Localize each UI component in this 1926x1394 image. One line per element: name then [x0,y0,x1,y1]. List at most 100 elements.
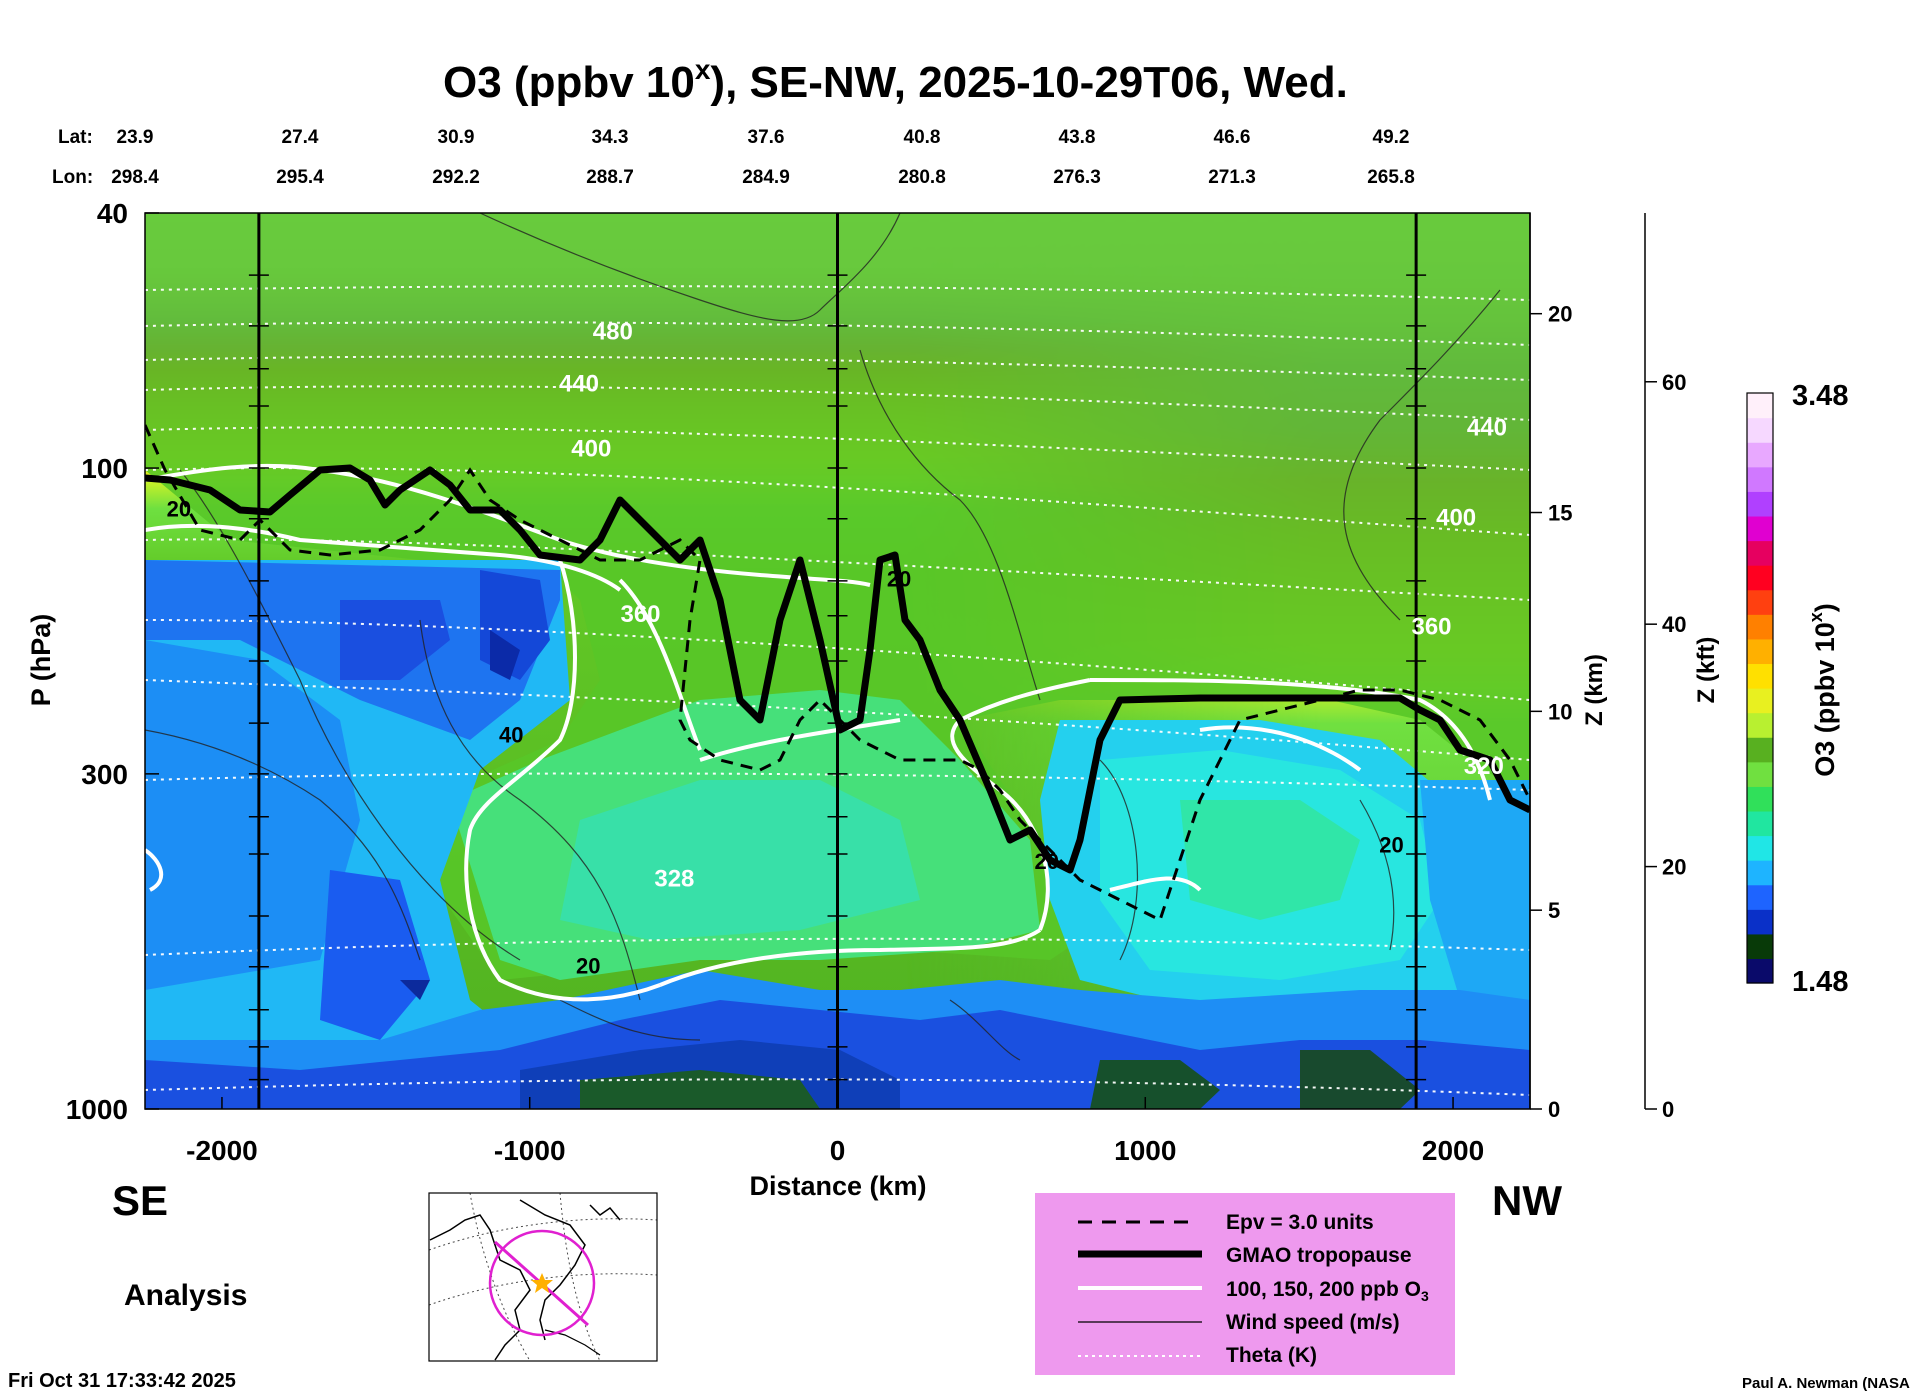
lon-value: 280.8 [898,167,946,188]
legend-wind: Wind speed (m/s) [1226,1311,1400,1334]
colorbar-swatch [1747,417,1773,443]
ozone-contours [145,463,1492,1002]
colorbar-min: 1.48 [1792,966,1848,998]
lon-value: 288.7 [586,167,634,188]
timestamp: Fri Oct 31 17:33:42 2025 [8,1370,236,1392]
z-kft-label: Z (kft) [1693,637,1720,704]
colorbar-swatch [1747,540,1773,566]
colorbar-swatch [1747,466,1773,492]
lat-value: 40.8 [904,127,941,148]
z-kft-tick-label: 20 [1662,855,1686,880]
wind-label: 20 [576,954,600,979]
wind-label: 20 [1035,849,1059,874]
z-km-axis: 20 15 10 5 0 [1530,302,1572,1122]
vertical-reference-lines [248,213,1427,1109]
colorbar-swatch [1747,737,1773,763]
y-tick-label: 300 [81,759,128,790]
z-km-tick-label: 15 [1548,501,1572,526]
z-kft-tick-label: 40 [1662,612,1686,637]
z-km-tick-label: 5 [1548,898,1560,923]
colorbar-swatch [1747,688,1773,714]
colorbar-swatch [1747,958,1773,984]
lat-value: 46.6 [1214,127,1251,148]
credit: Paul A. Newman (NASA [1742,1375,1910,1392]
ozone-field: 480 440 400 360 328 440 400 360 320 20 40 20 20 20 20 [145,213,1530,1109]
colorbar-label: O3 (ppbv 10x) [1806,603,1840,777]
contour-labels: 480 440 400 360 328 440 400 360 320 20 40 20 20 20 20 [167,318,1507,978]
pressure-axis: 40 100 300 1000 [66,198,159,1125]
x-tick-label: 2000 [1422,1135,1484,1166]
theta-label: 400 [571,436,611,463]
legend-ozone: 100, 150, 200 ppb O3 [1226,1278,1429,1304]
y-tick-label: 40 [97,198,128,229]
lat-label: Lat: [58,127,93,148]
tropopause-line [145,464,1530,874]
wind-label: 20 [887,566,911,591]
z-km-tick-label: 20 [1548,302,1572,327]
x-axis-label: Distance (km) [749,1171,926,1201]
theta-label: 328 [654,866,694,893]
colorbar-swatch [1747,393,1773,419]
y-axis-label: P (hPa) [26,614,56,707]
analysis-label: Analysis [124,1279,247,1312]
lon-value: 295.4 [276,167,324,188]
x-tick-label: -1000 [494,1135,566,1166]
colorbar-swatch [1747,712,1773,738]
colorbar-swatch [1747,933,1773,960]
lon-value: 284.9 [742,167,790,188]
z-kft-tick-label: 0 [1662,1097,1674,1122]
y-tick-label: 100 [81,453,128,484]
wind-contours [145,213,1501,1061]
lat-value: 34.3 [592,127,629,148]
colorbar-swatch [1747,761,1773,787]
lon-label: Lon: [52,167,93,188]
se-label: SE [112,1177,168,1224]
colorbar-swatch [1747,835,1773,861]
lon-value: 292.2 [432,167,480,188]
colorbar-swatch [1747,786,1773,812]
colorbar-swatch [1747,565,1773,591]
lon-value: 271.3 [1208,167,1256,188]
lat-value: 30.9 [438,127,475,148]
y-tick-label: 1000 [66,1094,128,1125]
theta-label: 440 [1467,415,1507,442]
colorbar-swatch [1747,589,1773,615]
x-tick-label: 1000 [1114,1135,1176,1166]
distance-axis: -2000 -1000 0 1000 2000 [186,1097,1484,1166]
legend: Epv = 3.0 units GMAO tropopause 100, 150… [1035,1193,1455,1375]
z-kft-axis: 60 40 20 0 [1645,370,1686,1122]
z-km-tick-label: 0 [1548,1097,1560,1122]
epv-line [145,424,1530,923]
lat-value: 23.9 [117,127,154,148]
lon-value: 265.8 [1367,167,1415,188]
theta-label: 320 [1464,753,1504,780]
theta-label: 400 [1436,505,1476,532]
z-kft-tick-label: 60 [1662,370,1686,395]
colorbar-swatch [1747,442,1773,468]
colorbar-max: 3.48 [1792,380,1848,412]
theta-contours [145,285,1530,1096]
colorbar-swatch [1747,614,1773,640]
chart-title: O3 (ppbv 10x), SE-NW, 2025-10-29T06, Wed… [443,54,1348,107]
legend-theta: Theta (K) [1226,1344,1317,1367]
lat-values: 23.9 27.4 30.9 34.3 37.6 40.8 43.8 46.6 49.2 [117,127,1410,148]
colorbar-swatch [1747,663,1773,689]
lat-value: 27.4 [282,127,319,148]
lat-value: 49.2 [1373,127,1410,148]
x-tick-label: -2000 [186,1135,258,1166]
theta-label: 480 [593,318,633,345]
theta-label: 440 [559,371,599,398]
lon-value: 276.3 [1053,167,1101,188]
legend-tropopause: GMAO tropopause [1226,1244,1412,1267]
lon-values: 298.4 295.4 292.2 288.7 284.9 280.8 276.3 271.3… [111,167,1415,188]
x-tick-label: 0 [830,1135,846,1166]
colorbar [1747,393,1773,984]
colorbar-swatch [1747,860,1773,886]
lat-value: 37.6 [748,127,785,148]
wind-label: 40 [499,722,523,747]
theta-label: 360 [620,601,660,628]
colorbar-swatch [1747,491,1773,517]
legend-epv: Epv = 3.0 units [1226,1211,1374,1234]
wind-label: 20 [167,496,191,521]
theta-label: 360 [1411,614,1451,641]
